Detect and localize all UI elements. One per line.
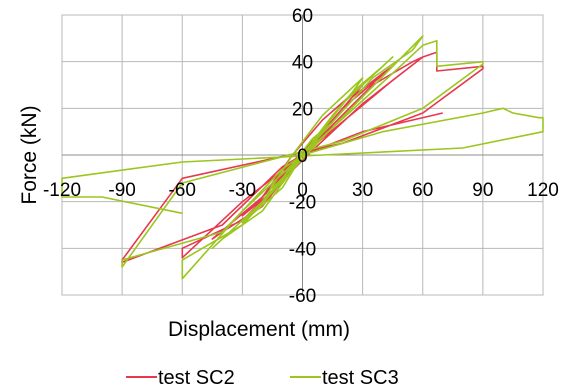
x-tick-label: -90 (108, 180, 135, 201)
y-tick-label: -40 (289, 239, 316, 260)
x-tick-label: 30 (352, 180, 373, 201)
x-tick-label: 90 (472, 180, 493, 201)
y-axis-title: Force (kN) (18, 105, 41, 204)
x-tick-label: -60 (169, 180, 196, 201)
y-tick-label: 0 (297, 146, 308, 167)
series-line-sc3 (61, 35, 544, 280)
y-tick-label: 40 (292, 53, 313, 74)
x-tick-label: 60 (412, 180, 433, 201)
y-tick-label: -60 (289, 286, 316, 307)
x-axis-title: Displacement (mm) (168, 318, 350, 341)
legend-label-sc2: test SC2 (158, 367, 235, 389)
series-layer (61, 35, 544, 280)
y-tick-label: 60 (292, 6, 313, 27)
legend: test SC2 test SC3 (126, 367, 399, 389)
x-tick-label: -120 (43, 180, 81, 201)
x-tick-label: -30 (229, 180, 256, 201)
y-tick-label: -20 (289, 193, 316, 214)
legend-label-sc3: test SC3 (322, 367, 399, 389)
x-tick-label: 120 (527, 180, 559, 201)
y-tick-label: 20 (292, 99, 313, 120)
x-tick-label: 0 (297, 180, 308, 201)
